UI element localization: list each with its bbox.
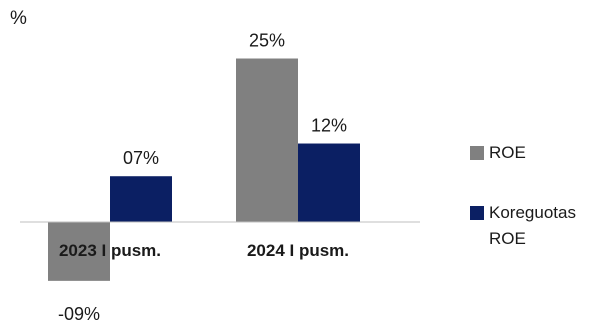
category-label-1: 2023 I pusm. <box>59 241 161 260</box>
bar-koreguotas-roe-1 <box>110 176 172 222</box>
category-labels-group: 2023 I pusm. 2024 I pusm. <box>59 241 349 260</box>
category-label-2: 2024 I pusm. <box>247 241 349 260</box>
bar-roe-1 <box>48 222 110 281</box>
value-label-roe-2: 25% <box>249 31 285 51</box>
legend-label-roe: ROE <box>489 143 526 162</box>
legend: ROE Koreguotas ROE <box>470 143 576 248</box>
bar-roe-2 <box>236 58 298 222</box>
value-label-koreguotas-roe-2: 12% <box>311 116 347 136</box>
value-label-koreguotas-roe-1: 07% <box>123 148 159 168</box>
value-label-roe-1: -09% <box>58 304 100 320</box>
legend-swatch-koreguotas-roe <box>470 206 484 220</box>
unit-label: % <box>10 8 27 29</box>
bar-koreguotas-roe-2 <box>298 143 360 222</box>
legend-label-koreguotas-roe: Koreguotas ROE <box>489 203 576 248</box>
bars-group <box>48 58 360 281</box>
legend-swatch-roe <box>470 146 484 160</box>
value-labels-group: -09% 07% 25% 12% <box>58 31 347 320</box>
